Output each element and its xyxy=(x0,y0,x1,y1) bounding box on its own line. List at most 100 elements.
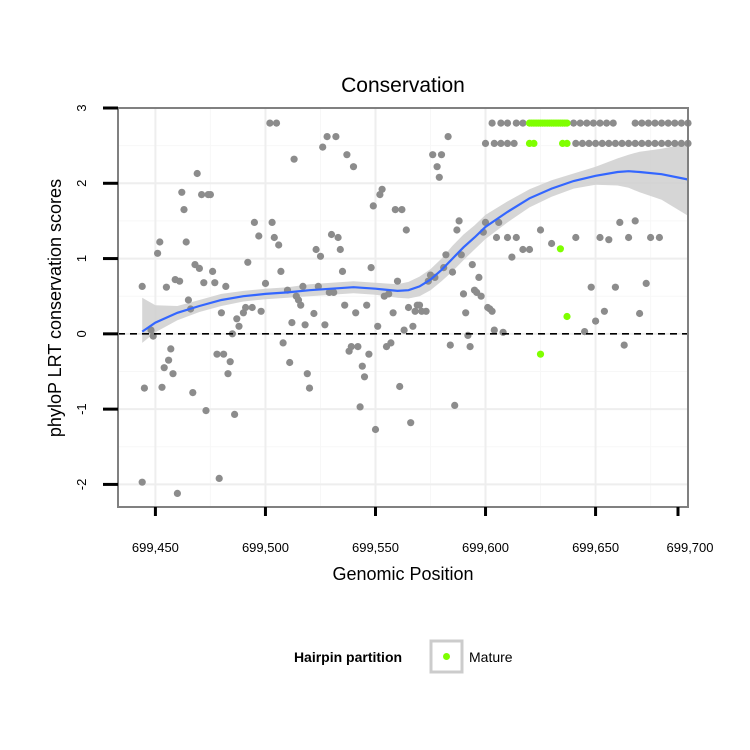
data-point xyxy=(341,301,349,309)
x-axis: 699,450 699,500 699,550 699,600 699,650 699,7… xyxy=(132,507,714,555)
data-point xyxy=(490,139,498,147)
data-point xyxy=(508,253,516,261)
y-tick-label: -1 xyxy=(74,403,89,415)
data-point xyxy=(519,119,527,127)
data-point xyxy=(211,279,219,287)
data-point xyxy=(497,119,505,127)
data-point xyxy=(176,277,184,285)
x-tick-label: 699,650 xyxy=(572,540,619,555)
data-point xyxy=(167,345,175,353)
data-point xyxy=(488,119,496,127)
data-point xyxy=(435,173,443,181)
data-point xyxy=(576,119,584,127)
data-point xyxy=(147,326,155,334)
data-point xyxy=(636,309,644,318)
data-point xyxy=(323,133,331,141)
data-point xyxy=(446,341,454,349)
y-tick-label: 3 xyxy=(74,104,89,111)
data-point xyxy=(272,119,281,127)
data-point xyxy=(336,245,344,254)
data-point-mature xyxy=(536,350,545,358)
data-point xyxy=(466,343,474,351)
data-point xyxy=(360,373,369,381)
data-point xyxy=(365,350,373,358)
data-point xyxy=(572,139,580,147)
data-point xyxy=(477,292,485,300)
data-point xyxy=(371,425,380,434)
data-point xyxy=(647,233,655,242)
data-point xyxy=(490,326,498,334)
data-point xyxy=(184,296,192,304)
data-point xyxy=(677,139,686,147)
data-point xyxy=(631,119,639,127)
data-point xyxy=(583,119,591,127)
data-point xyxy=(396,382,404,391)
data-point xyxy=(173,489,181,497)
data-point xyxy=(387,339,395,347)
x-tick-label: 699,450 xyxy=(132,540,179,555)
data-point xyxy=(321,321,329,329)
data-point xyxy=(462,309,470,317)
legend-label-mature: Mature xyxy=(469,649,513,665)
data-point xyxy=(409,322,417,330)
data-point xyxy=(178,188,186,196)
data-point xyxy=(512,119,520,127)
data-point xyxy=(611,283,620,291)
data-point xyxy=(404,303,413,312)
data-point xyxy=(268,218,276,226)
data-point xyxy=(611,139,620,147)
data-point xyxy=(459,290,468,298)
data-point xyxy=(492,233,501,242)
data-point xyxy=(644,119,653,127)
data-point xyxy=(206,191,214,199)
data-point xyxy=(651,119,659,127)
data-point xyxy=(257,307,265,315)
data-point xyxy=(165,356,173,364)
data-point xyxy=(625,233,633,242)
y-tick-label: -2 xyxy=(74,479,89,491)
data-point xyxy=(354,343,362,351)
data-point-mature xyxy=(556,245,565,253)
data-point xyxy=(189,389,197,397)
data-point xyxy=(638,139,646,147)
data-point xyxy=(138,282,146,290)
data-point xyxy=(220,350,228,358)
data-point xyxy=(385,290,393,298)
x-tick-label: 699,500 xyxy=(242,540,289,555)
data-point xyxy=(503,119,512,127)
data-point xyxy=(343,151,351,159)
data-point xyxy=(448,268,457,276)
data-point xyxy=(193,169,201,178)
data-point xyxy=(217,309,225,317)
data-point xyxy=(288,319,296,327)
data-point xyxy=(431,273,439,281)
data-point xyxy=(255,232,263,240)
data-point xyxy=(398,206,406,214)
data-point xyxy=(603,119,611,127)
data-point xyxy=(347,343,355,351)
data-point xyxy=(488,307,496,315)
data-point xyxy=(600,307,609,315)
data-point xyxy=(140,384,148,392)
data-point xyxy=(358,362,366,370)
data-point xyxy=(169,370,177,378)
data-point xyxy=(525,245,534,254)
data-point xyxy=(316,252,325,260)
data-point xyxy=(250,218,258,226)
data-point xyxy=(644,139,653,147)
data-point xyxy=(658,139,666,147)
data-point xyxy=(536,226,545,234)
data-point xyxy=(548,239,556,248)
data-point xyxy=(400,326,408,334)
data-point xyxy=(642,279,650,287)
data-point xyxy=(592,317,600,325)
data-point xyxy=(367,264,375,272)
data-point xyxy=(620,341,628,349)
y-axis: -2 -1 0 1 2 3 xyxy=(74,104,118,490)
data-point xyxy=(578,139,587,147)
default-points xyxy=(138,119,692,497)
legend: Hairpin partition Mature xyxy=(294,639,513,674)
data-point xyxy=(138,478,146,486)
data-point xyxy=(444,133,452,141)
data-point xyxy=(651,139,659,147)
